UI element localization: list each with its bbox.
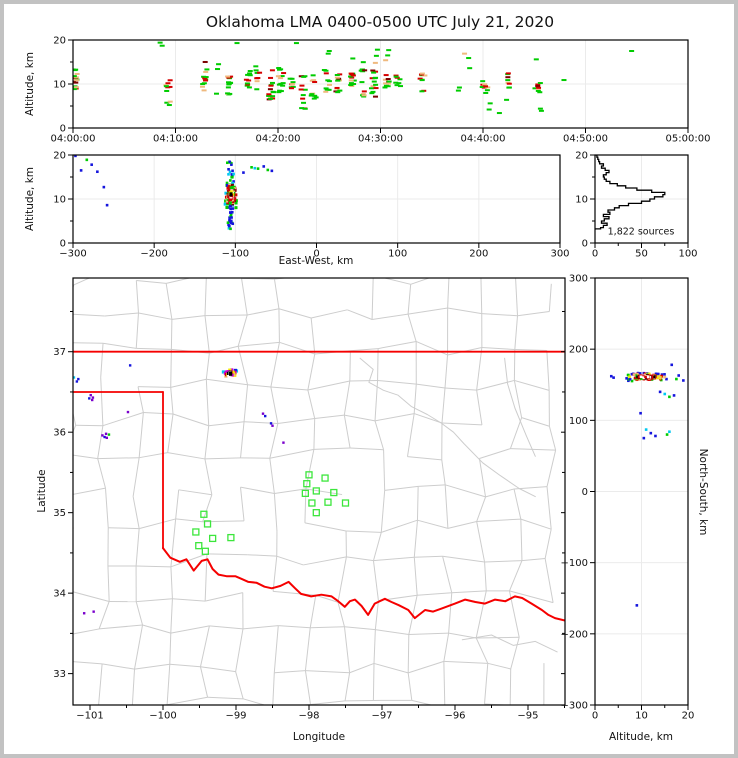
svg-text:20: 20 — [682, 710, 695, 721]
svg-text:04:20:00: 04:20:00 — [256, 133, 301, 144]
svg-text:100: 100 — [678, 248, 697, 259]
svg-text:04:40:00: 04:40:00 — [461, 133, 506, 144]
svg-text:−200: −200 — [561, 629, 588, 640]
sources-count-annotation: 1,822 sources — [607, 226, 675, 238]
panel-map — [73, 278, 565, 705]
svg-text:−300: −300 — [561, 701, 588, 712]
panel-histogram — [595, 155, 688, 243]
svg-text:0: 0 — [60, 124, 66, 135]
svg-text:04:10:00: 04:10:00 — [153, 133, 198, 144]
svg-text:37: 37 — [53, 347, 66, 358]
svg-text:100: 100 — [388, 248, 407, 259]
svg-text:−100: −100 — [149, 710, 176, 721]
svg-text:300: 300 — [550, 248, 569, 259]
svg-text:−97: −97 — [371, 710, 392, 721]
svg-text:10: 10 — [53, 195, 66, 206]
svg-text:300: 300 — [569, 274, 588, 285]
svg-text:−200: −200 — [140, 248, 167, 259]
svg-text:20: 20 — [53, 151, 66, 162]
svg-text:−99: −99 — [225, 710, 246, 721]
svg-text:04:50:00: 04:50:00 — [563, 133, 608, 144]
svg-text:−95: −95 — [517, 710, 538, 721]
panel-north_south — [595, 278, 688, 705]
svg-text:33: 33 — [53, 669, 66, 680]
svg-text:−101: −101 — [76, 710, 103, 721]
map-x-axis-label: Longitude — [292, 731, 346, 743]
svg-text:20: 20 — [575, 151, 588, 162]
svg-text:−98: −98 — [298, 710, 319, 721]
svg-text:04:00:00: 04:00:00 — [51, 133, 96, 144]
eastwest-panel-y-axis-label: Altitude, km — [24, 166, 36, 232]
svg-text:05:00:00: 05:00:00 — [666, 133, 711, 144]
svg-text:10: 10 — [53, 80, 66, 91]
svg-text:35: 35 — [53, 508, 66, 519]
svg-text:−300: −300 — [59, 248, 86, 259]
svg-text:0: 0 — [60, 239, 66, 250]
svg-text:0: 0 — [582, 239, 588, 250]
svg-text:10: 10 — [575, 195, 588, 206]
svg-text:100: 100 — [569, 416, 588, 427]
svg-text:50: 50 — [635, 248, 648, 259]
svg-text:−100: −100 — [561, 558, 588, 569]
svg-text:0: 0 — [592, 248, 598, 259]
panel-east_west — [73, 155, 560, 243]
figure-title: Oklahoma LMA 0400-0500 UTC July 21, 2020 — [205, 13, 555, 31]
northsouth-panel-y-axis-label: North-South, km — [697, 448, 709, 536]
svg-text:0: 0 — [582, 487, 588, 498]
svg-text:34: 34 — [53, 589, 66, 600]
svg-text:10: 10 — [635, 710, 648, 721]
svg-text:0: 0 — [313, 248, 319, 259]
svg-text:−96: −96 — [444, 710, 465, 721]
svg-text:04:30:00: 04:30:00 — [358, 133, 403, 144]
svg-text:−100: −100 — [222, 248, 249, 259]
svg-text:200: 200 — [569, 345, 588, 356]
svg-text:0: 0 — [592, 710, 598, 721]
svg-text:200: 200 — [469, 248, 488, 259]
panel-time_height — [73, 40, 688, 128]
svg-text:20: 20 — [53, 36, 66, 47]
northsouth-panel-x-axis-label: Altitude, km — [608, 731, 674, 743]
eastwest-panel-x-axis-label: East-West, km — [278, 255, 354, 267]
map-y-axis-label: Latitude — [36, 469, 48, 513]
time-panel-y-axis-label: Altitude, km — [24, 51, 36, 117]
svg-text:36: 36 — [53, 428, 66, 439]
